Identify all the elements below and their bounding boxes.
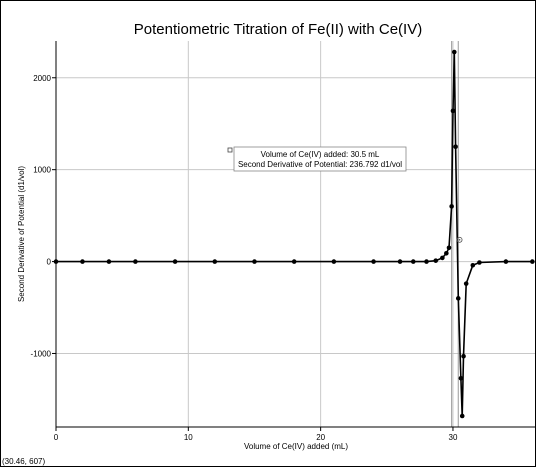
cursor-marker	[456, 236, 463, 243]
annotation-box	[233, 146, 407, 172]
data-point[interactable]	[80, 259, 85, 264]
y-axis-label: Second Derivative of Potential (d1/vol)	[17, 166, 26, 302]
data-series	[53, 49, 535, 419]
x-axis-label: Volume of Ce(IV) added (mL)	[244, 442, 348, 451]
x-tick-label: 30	[449, 433, 458, 442]
data-point[interactable]	[446, 245, 452, 251]
data-point[interactable]	[252, 259, 257, 264]
data-point[interactable]	[410, 259, 416, 264]
y-tick-label: 0	[47, 258, 52, 267]
vertical-marker-lines	[451, 41, 459, 427]
data-point[interactable]	[449, 204, 454, 209]
x-tick-label: 20	[316, 433, 325, 442]
chart-title: Potentiometric Titration of Fe(II) with …	[134, 21, 422, 38]
series-line	[56, 51, 533, 417]
data-point[interactable]	[458, 375, 464, 381]
cursor-ring	[456, 236, 463, 243]
annotation-line-2: Second Derivative of Potential: 236.792 …	[238, 160, 402, 169]
cursor-dot	[458, 238, 461, 241]
data-point[interactable]	[133, 259, 138, 264]
data-point[interactable]	[53, 259, 59, 264]
data-point[interactable]	[461, 353, 466, 359]
data-point[interactable]	[450, 108, 456, 114]
data-point[interactable]	[451, 49, 457, 55]
data-point[interactable]	[397, 259, 403, 264]
data-point[interactable]	[440, 255, 445, 261]
annotation-close-icon[interactable]	[227, 147, 233, 153]
data-point[interactable]	[433, 258, 439, 263]
data-point[interactable]	[172, 259, 178, 264]
data-point[interactable]	[453, 144, 458, 149]
y-axis-ticks: -1000 0 1000 2000	[31, 74, 56, 358]
x-tick-label: 0	[54, 433, 59, 442]
data-point[interactable]	[470, 262, 476, 268]
data-point[interactable]	[455, 296, 461, 301]
cursor-coordinate-readout: (30.46, 607)	[2, 457, 45, 466]
data-point[interactable]	[106, 259, 112, 264]
x-tick-label: 10	[184, 433, 193, 442]
y-tick-label: -1000	[31, 349, 52, 358]
data-point[interactable]	[459, 413, 465, 419]
annotation-line-1: Volume of Ce(IV) added: 30.5 mL	[261, 150, 380, 159]
y-tick-label: 2000	[33, 74, 51, 83]
data-point[interactable]	[371, 259, 376, 264]
data-point[interactable]	[291, 259, 297, 264]
data-point[interactable]	[463, 281, 469, 286]
data-point[interactable]	[503, 259, 509, 264]
axes	[55, 41, 535, 428]
data-point[interactable]	[212, 259, 218, 264]
value-annotation: Volume of Ce(IV) added: 30.5 mL Second D…	[227, 146, 407, 172]
data-point[interactable]	[444, 251, 449, 256]
data-point[interactable]	[530, 259, 535, 264]
data-point[interactable]	[331, 259, 337, 264]
data-point[interactable]	[477, 260, 482, 265]
x-axis-ticks: 0 10 20 30	[54, 427, 458, 442]
data-point[interactable]	[424, 259, 429, 264]
y-tick-label: 1000	[33, 166, 51, 175]
